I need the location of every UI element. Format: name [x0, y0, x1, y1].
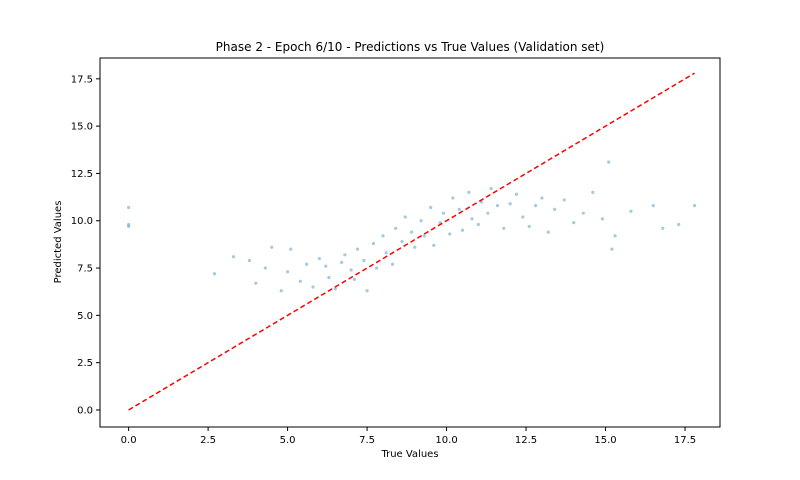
y-tick-label: 10.0	[71, 216, 93, 227]
scatter-point	[629, 209, 633, 213]
scatter-point	[527, 224, 531, 229]
scatter-point	[470, 217, 474, 221]
y-tick-label: 17.5	[71, 74, 93, 85]
x-tick-label: 15.0	[594, 435, 616, 446]
scatter-point	[495, 204, 500, 208]
y-axis-ticks: 0.0 2.5 5.0 7.5 10.0 12.5 15.0 17.5	[71, 74, 100, 416]
scatter-point	[467, 190, 471, 194]
chart-title: Phase 2 - Epoch 6/10 - Predictions vs Tr…	[216, 40, 605, 54]
scatter-point	[247, 258, 252, 263]
scatter-point	[355, 247, 360, 251]
x-tick-label: 0.0	[121, 435, 137, 446]
scatter-point	[311, 285, 315, 289]
scatter-point	[457, 207, 461, 211]
scatter-point	[422, 234, 426, 238]
x-axis-title: True Values	[380, 449, 438, 460]
scatter-point	[546, 230, 550, 234]
scatter-point	[349, 268, 353, 272]
y-tick-label: 15.0	[71, 122, 93, 133]
scatter-point	[254, 281, 258, 285]
y-tick-label: 2.5	[77, 358, 93, 369]
y-tick-label: 7.5	[77, 264, 93, 275]
scatter-point	[289, 247, 293, 251]
scatter-point	[581, 211, 585, 215]
scatter-point	[394, 226, 398, 230]
scatter-point	[362, 258, 366, 263]
scatter-point	[279, 289, 283, 293]
scatter-point	[375, 266, 379, 270]
scatter-point	[384, 251, 388, 255]
scatter-point	[521, 215, 525, 219]
scatter-point	[502, 226, 506, 230]
scatter-point	[212, 272, 217, 276]
scatter-point	[692, 204, 697, 208]
scatter-point	[613, 234, 617, 238]
scatter-point	[591, 190, 595, 194]
scatter-point	[429, 205, 433, 210]
x-tick-label: 12.5	[515, 435, 537, 446]
scatter-point	[572, 221, 576, 225]
x-tick-label: 2.5	[200, 435, 216, 446]
x-tick-label: 10.0	[435, 435, 457, 446]
y-tick-label: 12.5	[71, 169, 93, 180]
scatter-point	[127, 205, 131, 210]
scatter-point	[489, 186, 493, 191]
scatter-point	[327, 275, 331, 280]
scatter-point	[476, 222, 480, 227]
scatter-point	[352, 277, 356, 281]
scatter-point	[533, 204, 538, 208]
scatter-point	[381, 234, 385, 238]
scatter-point	[600, 217, 604, 221]
scatter-point	[343, 253, 347, 257]
scatter-point	[514, 192, 519, 196]
scatter-point	[403, 215, 407, 219]
scatter-point	[607, 160, 611, 164]
scatter-point	[432, 243, 436, 247]
scatter-point	[540, 196, 544, 200]
scatter-point	[324, 264, 328, 268]
x-tick-label: 17.5	[674, 435, 696, 446]
y-tick-label: 5.0	[77, 311, 93, 322]
x-tick-label: 7.5	[359, 435, 375, 446]
scatter-point	[553, 207, 557, 211]
scatter-point	[371, 241, 376, 246]
scatter-point	[448, 232, 452, 236]
scatter-point	[451, 196, 455, 200]
scatter-point	[610, 247, 614, 251]
scatter-point	[419, 219, 423, 223]
scatter-point	[127, 222, 131, 227]
y-tick-label: 0.0	[77, 405, 93, 416]
scatter-point	[400, 239, 404, 244]
reference-line-layer	[128, 72, 695, 411]
scatter-point	[390, 262, 395, 266]
scatter-point	[651, 204, 655, 208]
scatter-point	[340, 260, 344, 264]
y-axis-title: Predicted Values	[53, 201, 64, 284]
scatter-point	[413, 245, 417, 249]
scatter-point	[441, 211, 445, 215]
x-tick-label: 5.0	[280, 435, 296, 446]
points-layer	[127, 160, 697, 293]
scatter-point	[270, 245, 274, 249]
scatter-point	[263, 266, 267, 270]
scatter-point	[409, 230, 414, 234]
scatter-point	[460, 228, 465, 232]
x-axis-ticks: 0.0 2.5 5.0 7.5 10.0 12.5 15.0 17.5	[121, 427, 696, 446]
scatter-point	[305, 262, 309, 266]
plot-frame	[99, 57, 721, 428]
scatter-point	[677, 222, 681, 227]
scatter-point	[661, 226, 665, 230]
scatter-point	[298, 279, 302, 283]
reference-line	[128, 72, 695, 411]
scatter-point	[317, 256, 321, 261]
scatter-point	[127, 224, 131, 229]
scatter-point	[508, 202, 512, 206]
scatter-point	[486, 211, 490, 215]
scatter-point	[365, 289, 369, 293]
scatter-point	[562, 198, 566, 202]
scatter-point	[231, 255, 236, 259]
scatter-point	[285, 270, 290, 274]
scatter-point	[333, 287, 337, 291]
